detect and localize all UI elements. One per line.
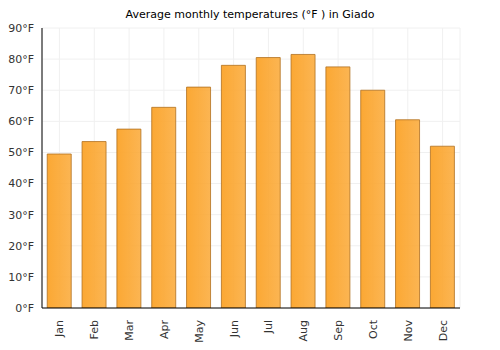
svg-text:90°F: 90°F (8, 22, 34, 35)
svg-text:Oct: Oct (367, 319, 380, 339)
svg-text:Dec: Dec (437, 320, 450, 341)
svg-text:20°F: 20°F (8, 240, 34, 253)
svg-text:Jan: Jan (53, 320, 66, 338)
svg-text:50°F: 50°F (8, 146, 34, 159)
svg-text:70°F: 70°F (8, 84, 34, 97)
svg-text:80°F: 80°F (8, 53, 34, 66)
svg-text:Mar: Mar (123, 320, 136, 341)
svg-text:40°F: 40°F (8, 177, 34, 190)
html-text:Average monthly temperatures (: Average monthly temperatures (°F ) in Gi… (125, 8, 375, 21)
svg-text:Feb: Feb (88, 320, 101, 339)
svg-text:30°F: 30°F (8, 209, 34, 222)
svg-text:10°F: 10°F (8, 271, 34, 284)
svg-text:Apr: Apr (158, 320, 171, 340)
svg-text:Jul: Jul (262, 320, 275, 334)
svg-text:Sep: Sep (332, 320, 345, 341)
svg-text:Nov: Nov (402, 320, 415, 342)
svg-text:Jun: Jun (228, 320, 241, 338)
svg-text:0°F: 0°F (15, 302, 34, 315)
svg-text:May: May (193, 320, 206, 343)
svg-text:60°F: 60°F (8, 115, 34, 128)
svg-text:Aug: Aug (297, 320, 310, 341)
